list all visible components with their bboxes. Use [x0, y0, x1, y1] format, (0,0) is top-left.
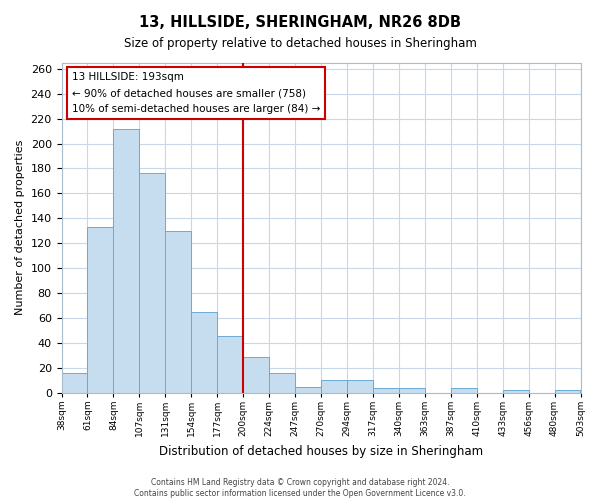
- Bar: [88, 227, 113, 393]
- Bar: [373, 388, 399, 393]
- Bar: [399, 388, 425, 393]
- Bar: [166, 231, 191, 393]
- Bar: [113, 128, 139, 393]
- Bar: [295, 386, 321, 393]
- Bar: [347, 380, 373, 393]
- Bar: [217, 336, 243, 393]
- X-axis label: Distribution of detached houses by size in Sheringham: Distribution of detached houses by size …: [159, 444, 483, 458]
- Bar: [139, 174, 166, 393]
- Y-axis label: Number of detached properties: Number of detached properties: [15, 140, 25, 316]
- Text: 13, HILLSIDE, SHERINGHAM, NR26 8DB: 13, HILLSIDE, SHERINGHAM, NR26 8DB: [139, 15, 461, 30]
- Bar: [451, 388, 477, 393]
- Text: Size of property relative to detached houses in Sheringham: Size of property relative to detached ho…: [124, 38, 476, 51]
- Bar: [62, 373, 88, 393]
- Text: Contains HM Land Registry data © Crown copyright and database right 2024.
Contai: Contains HM Land Registry data © Crown c…: [134, 478, 466, 498]
- Bar: [243, 356, 269, 393]
- Bar: [503, 390, 529, 393]
- Text: 13 HILLSIDE: 193sqm
← 90% of detached houses are smaller (758)
10% of semi-detac: 13 HILLSIDE: 193sqm ← 90% of detached ho…: [72, 72, 320, 114]
- Bar: [554, 390, 580, 393]
- Bar: [191, 312, 217, 393]
- Bar: [321, 380, 347, 393]
- Bar: [269, 373, 295, 393]
